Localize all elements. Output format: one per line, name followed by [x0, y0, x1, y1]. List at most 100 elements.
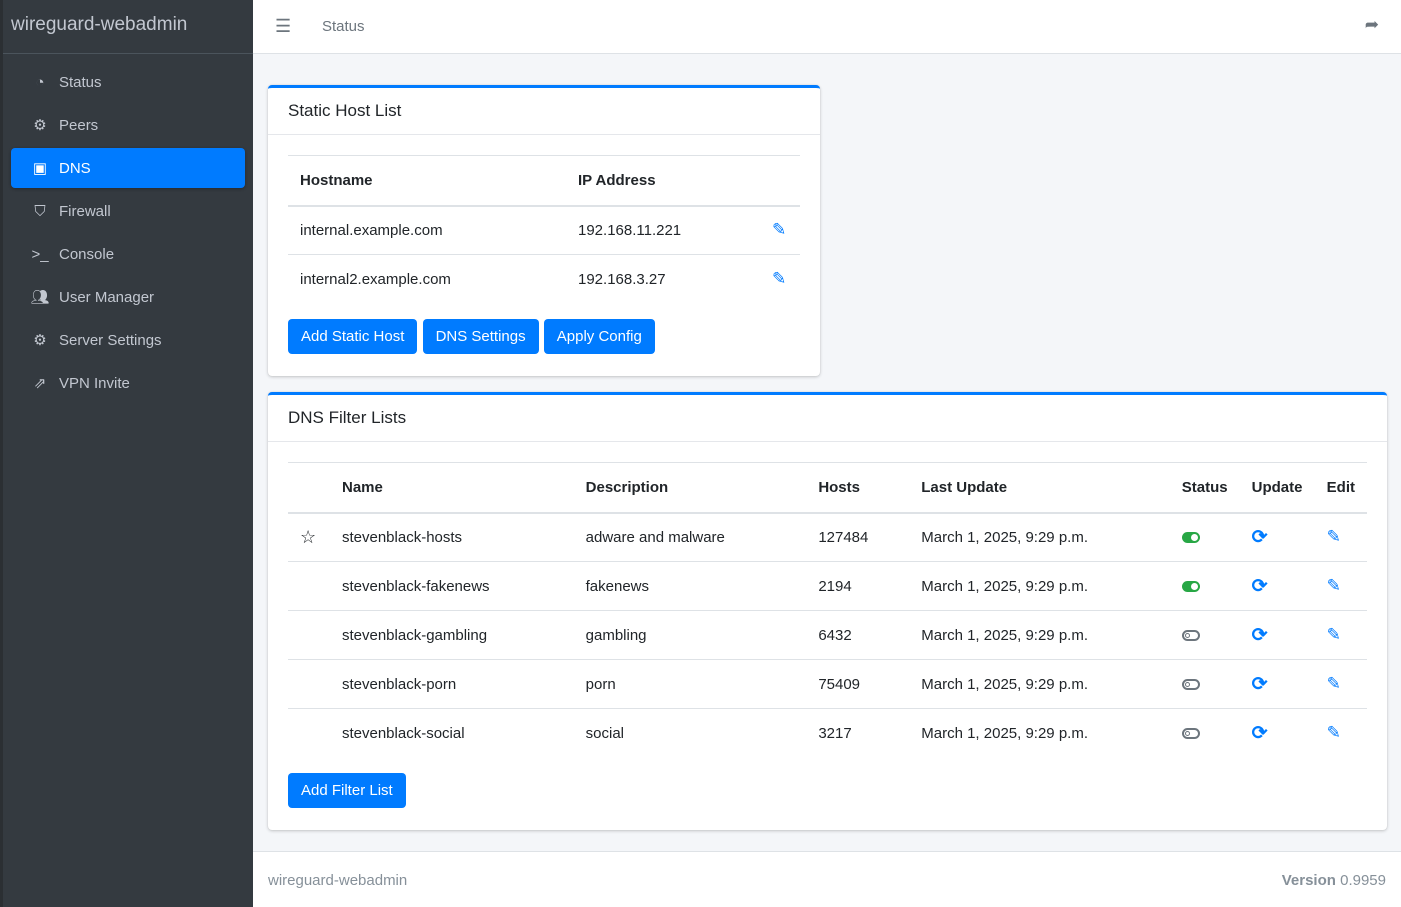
apply-config-button[interactable]: Apply Config — [543, 318, 655, 354]
column-header: Edit — [1314, 462, 1367, 514]
version-number: 0.9959 — [1340, 872, 1386, 889]
sidebar-item-label: Firewall — [59, 202, 111, 220]
filter-list-table: Name Description Hosts Last Update Statu… — [288, 462, 1367, 758]
cogs-icon: ⚙ — [33, 332, 47, 349]
column-header: Last Update — [909, 462, 1170, 514]
edit-icon[interactable]: ✎ — [1314, 512, 1367, 562]
last-update-cell: March 1, 2025, 9:29 p.m. — [921, 724, 1088, 742]
refresh-icon[interactable]: ⟳ — [1239, 512, 1315, 562]
table-row: internal.example.com 192.168.11.221 ✎ — [288, 205, 800, 255]
sidebar-item-vpn-invite[interactable]: ⇗ VPN Invite — [11, 363, 245, 403]
static-host-table: Hostname IP Address internal.example.com… — [288, 155, 800, 304]
refresh-icon[interactable]: ⟳ — [1251, 722, 1268, 744]
table-row: stevenblack-fakenews fakenews 2194 March 1,… — [288, 561, 1367, 611]
toggle-off-icon[interactable] — [1181, 679, 1200, 691]
dns-settings-button[interactable]: DNS Settings — [422, 318, 539, 354]
sidebar-nav: ◔ Status ⚙ Peers ▣ DNS ⛉ Firewall >_ Console 👥︎ Use… — [3, 54, 253, 414]
column-header: Update — [1239, 462, 1315, 514]
hosts-cell: 75409 — [806, 659, 910, 709]
description-cell: adware and malware — [573, 512, 807, 562]
name-cell: stevenblack-fakenews — [329, 561, 574, 611]
column-header: IP Address — [566, 155, 760, 207]
ip-cell: 192.168.3.27 — [578, 270, 666, 288]
hosts-cell: 127484 — [806, 512, 910, 562]
address-book-icon: ▣ — [32, 160, 48, 177]
toggle-on-icon[interactable] — [1181, 532, 1200, 544]
sidebar-item-console[interactable]: >_ Console — [11, 234, 245, 274]
column-header: Description — [573, 462, 807, 514]
last-update-cell: March 1, 2025, 9:29 p.m. — [909, 659, 1170, 709]
footer: wireguard-webadmin Version 0.9959 — [253, 851, 1401, 907]
users-icon: 👥︎ — [30, 289, 50, 306]
toggle-off-icon[interactable] — [1181, 728, 1200, 740]
sidebar-item-status[interactable]: ◔ Status — [11, 62, 245, 102]
card-title: DNS Filter Lists — [268, 395, 1387, 442]
dns-filter-card: DNS Filter Lists Name Description Hosts … — [268, 392, 1387, 830]
header-title-link[interactable]: Status — [322, 18, 365, 35]
sidebar: wireguard-webadmin ◔ Status ⚙ Peers ▣ DNS ⛉ Fir… — [0, 0, 253, 907]
last-update-cell: March 1, 2025, 9:29 p.m. — [909, 610, 1170, 660]
sidebar-item-label: Console — [59, 245, 115, 263]
description-cell: social — [585, 724, 624, 742]
sidebar-item-label: Peers — [59, 116, 99, 134]
last-update-cell: March 1, 2025, 9:29 p.m. — [909, 512, 1170, 562]
edit-icon[interactable]: ✎ — [1314, 610, 1367, 660]
sidebar-item-dns[interactable]: ▣ DNS — [11, 148, 245, 188]
sidebar-item-firewall[interactable]: ⛉ Firewall — [11, 191, 245, 231]
sidebar-item-label: Server Settings — [59, 331, 162, 349]
add-filter-list-button[interactable]: Add Filter List — [288, 772, 406, 808]
top-navbar: ☰ Status ➦ — [253, 0, 1401, 54]
name-cell: stevenblack-social — [341, 724, 465, 742]
refresh-icon[interactable]: ⟳ — [1239, 561, 1315, 611]
table-row: internal2.example.com 192.168.3.27 ✎ — [288, 255, 800, 304]
menu-toggle-icon[interactable]: ☰ — [275, 16, 292, 36]
edit-icon[interactable]: ✎ — [1314, 659, 1367, 709]
description-cell: fakenews — [573, 561, 807, 611]
description-cell: gambling — [573, 610, 807, 660]
sidebar-item-label: Status — [59, 73, 102, 91]
last-update-cell: March 1, 2025, 9:29 p.m. — [909, 561, 1170, 611]
version-label: Version — [1281, 872, 1336, 889]
sidebar-item-server-settings[interactable]: ⚙ Server Settings — [11, 320, 245, 360]
table-row: ☆ stevenblack-hosts adware and malware 1274… — [288, 512, 1367, 562]
add-static-host-button[interactable]: Add Static Host — [288, 318, 418, 354]
hostname-cell: internal.example.com — [288, 205, 566, 255]
sidebar-item-label: VPN Invite — [59, 374, 130, 392]
edit-icon[interactable]: ✎ — [772, 269, 787, 289]
users-cog-icon: ⚙ — [33, 117, 47, 134]
sidebar-item-user-manager[interactable]: 👥︎ User Manager — [11, 277, 245, 317]
refresh-icon[interactable]: ⟳ — [1239, 659, 1315, 709]
tachometer-icon: ◔ — [35, 73, 45, 91]
hosts-cell: 6432 — [806, 610, 910, 660]
table-row: stevenblack-social social 3217 March 1, 202… — [288, 709, 1367, 758]
column-header: Name — [329, 462, 574, 514]
toggle-off-icon[interactable] — [1181, 630, 1200, 642]
description-cell: porn — [573, 659, 807, 709]
share-icon: ⇗ — [33, 375, 47, 392]
card-title: Static Host List — [268, 88, 820, 135]
brand-link[interactable]: wireguard-webadmin — [3, 0, 253, 54]
table-row: stevenblack-porn porn 75409 March 1, 2025, … — [288, 659, 1367, 709]
edit-icon[interactable]: ✎ — [1326, 723, 1341, 743]
edit-icon[interactable]: ✎ — [760, 205, 800, 255]
sidebar-item-label: User Manager — [59, 288, 155, 306]
star-icon[interactable]: ☆ — [300, 526, 317, 547]
hosts-cell: 2194 — [806, 561, 910, 611]
table-row: stevenblack-gambling gambling 6432 March 1,… — [288, 610, 1367, 660]
column-header: Status — [1169, 462, 1240, 514]
column-header: Hostname — [288, 155, 566, 207]
edit-icon[interactable]: ✎ — [1314, 561, 1367, 611]
name-cell: stevenblack-porn — [329, 659, 574, 709]
footer-brand: wireguard-webadmin — [268, 872, 408, 889]
name-cell: stevenblack-gambling — [329, 610, 574, 660]
sidebar-item-peers[interactable]: ⚙ Peers — [11, 105, 245, 145]
logout-icon[interactable]: ➦ — [1364, 15, 1379, 34]
static-host-card: Static Host List Hostname IP Address int… — [268, 85, 820, 376]
ip-cell: 192.168.11.221 — [566, 205, 760, 255]
column-header: Hosts — [806, 462, 910, 514]
shield-icon: ⛉ — [34, 202, 46, 220]
toggle-on-icon[interactable] — [1181, 581, 1200, 593]
hosts-cell: 3217 — [818, 724, 852, 742]
refresh-icon[interactable]: ⟳ — [1239, 610, 1315, 660]
hostname-cell: internal2.example.com — [300, 270, 451, 288]
